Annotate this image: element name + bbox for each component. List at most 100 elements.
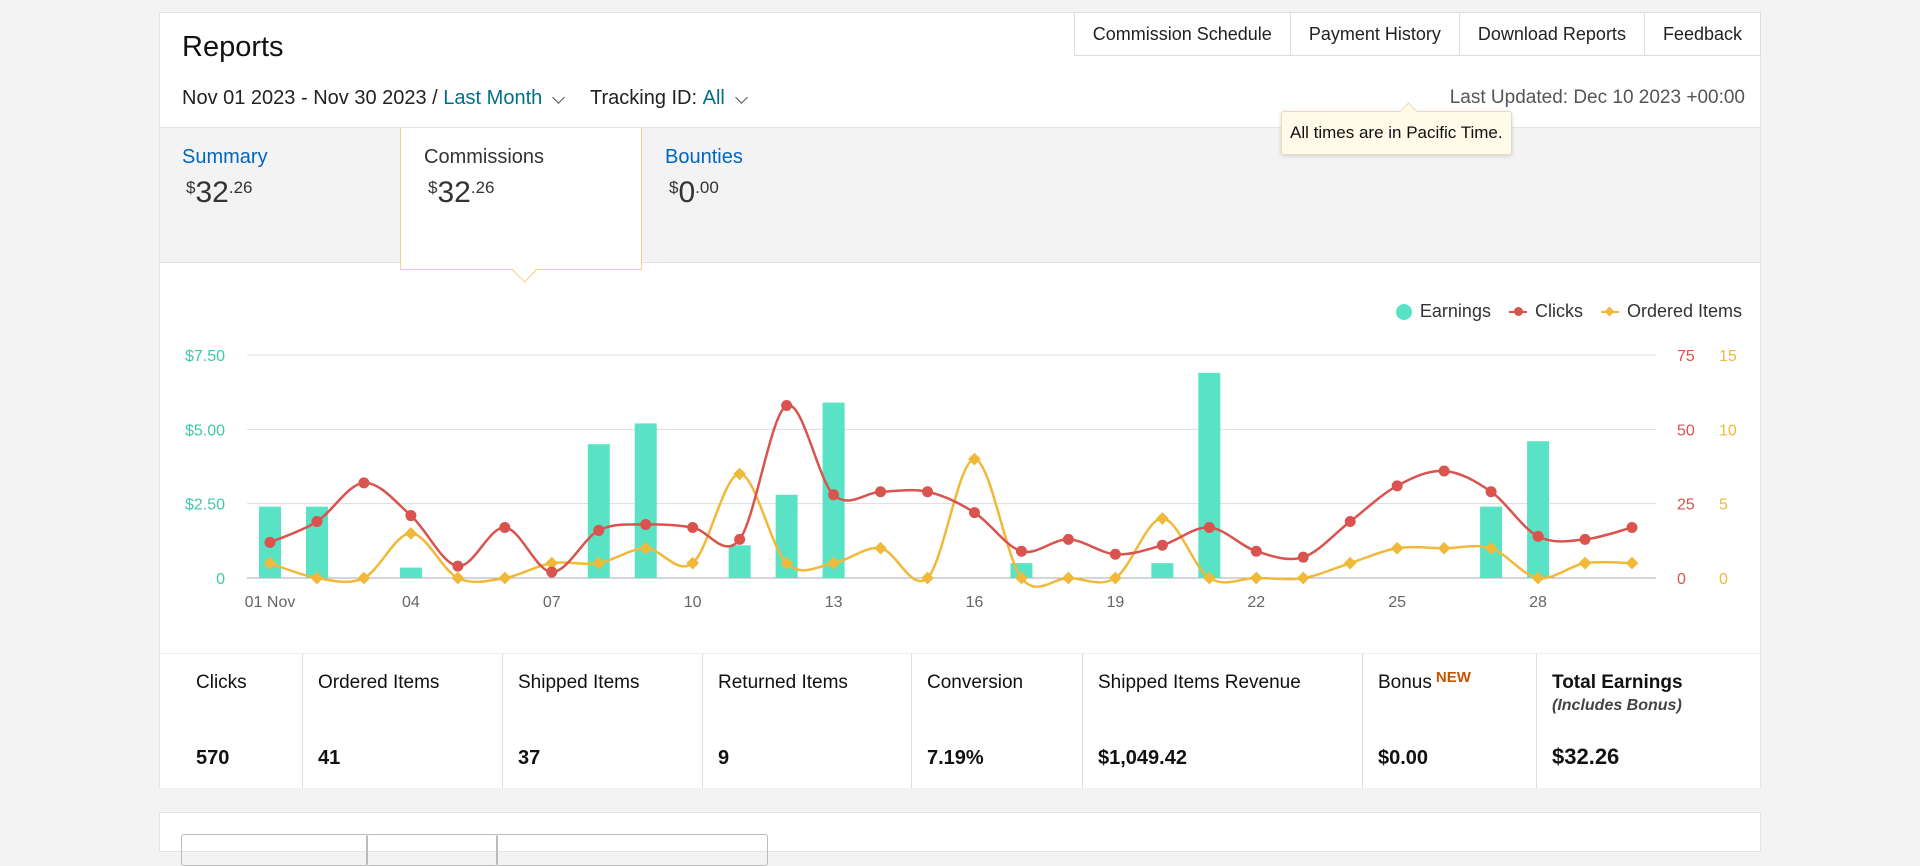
legend-earnings[interactable]: Earnings: [1395, 301, 1491, 322]
legend-clicks[interactable]: Clicks: [1508, 301, 1583, 322]
clicks-point: [1391, 480, 1403, 492]
y-tick-label-left: 0: [216, 571, 225, 588]
ordered-items-point: [1437, 541, 1451, 555]
commission-schedule-button[interactable]: Commission Schedule: [1073, 12, 1291, 56]
page-title: Reports: [182, 31, 284, 63]
clicks-line-icon: [1508, 306, 1527, 316]
clicks-point: [687, 521, 699, 533]
ordered-line-icon: [1600, 306, 1619, 316]
tab-bounties[interactable]: Bounties $0.00: [665, 128, 885, 264]
x-tick-label: 19: [1106, 594, 1124, 611]
x-tick-label: 16: [966, 594, 984, 611]
earnings-bar: [728, 545, 751, 578]
tab-label: Bounties: [665, 146, 743, 168]
clicks-point: [828, 489, 840, 501]
ordered-items-point: [733, 467, 747, 481]
clicks-point: [1344, 516, 1356, 528]
ordered-items-line: [269, 457, 1633, 589]
x-tick-label: 04: [402, 594, 420, 611]
stat-ordered-items: Ordered Items 41: [303, 654, 503, 788]
clicks-point: [922, 486, 934, 498]
clicks-point: [593, 524, 605, 536]
clicks-point: [1579, 533, 1591, 545]
clicks-point: [1626, 521, 1638, 533]
earnings-bar: [634, 423, 657, 578]
ordered-items-point: [404, 527, 418, 540]
last-updated[interactable]: Last Updated: Dec 10 2023 +00:00: [1449, 87, 1745, 108]
y-tick-label-clicks: 0: [1677, 571, 1686, 588]
stat-shipped-items: Shipped Items 37: [503, 654, 703, 788]
x-tick-label: 01 Nov: [245, 594, 296, 611]
stat-shipped-revenue: Shipped Items Revenue $1,049.42: [1083, 654, 1363, 788]
stat-total-earnings: Total Earnings (Includes Bonus) $32.26: [1552, 672, 1683, 769]
y-tick-label-ordered: 10: [1719, 422, 1737, 439]
ordered-items-point: [874, 541, 887, 555]
clicks-point: [1438, 465, 1450, 477]
tracking-id-selector[interactable]: Tracking ID: All: [590, 87, 748, 110]
clicks-point: [1109, 548, 1121, 560]
y-tick-label-left: $2.50: [185, 497, 225, 514]
ordered-items-point: [1625, 556, 1639, 570]
x-tick-label: 10: [684, 594, 702, 611]
x-tick-label: 22: [1247, 594, 1265, 611]
clicks-point: [546, 566, 558, 578]
date-range-text: Nov 01 2023 - Nov 30 2023 /: [182, 87, 438, 109]
new-badge: NEW: [1435, 669, 1471, 686]
clicks-point: [968, 507, 980, 519]
clicks-point: [405, 510, 417, 522]
ordered-items-point: [1062, 571, 1075, 585]
tab-summary[interactable]: Summary $32.26: [182, 128, 402, 264]
tab-commissions[interactable]: Commissions $32.26: [400, 128, 642, 270]
clicks-point: [781, 400, 793, 412]
section-tab[interactable]: [366, 834, 498, 866]
stats-row: Clicks 570 Ordered Items 41 Shipped Items 3…: [160, 653, 1760, 788]
clicks-point: [1062, 533, 1074, 545]
earnings-bar: [587, 444, 610, 578]
legend-ordered-items[interactable]: Ordered Items: [1600, 301, 1742, 322]
period-link[interactable]: Last Month: [443, 87, 543, 109]
clicks-point: [1485, 486, 1497, 498]
clicks-point: [1532, 530, 1544, 542]
earnings-bar: [399, 567, 422, 578]
tracking-label: Tracking ID:: [590, 87, 698, 109]
earnings-chart: 0 $2.50 $5.00 $7.50 0 25 50 75 0 5 10 15 01 Nov 04 07 1…: [185, 348, 1737, 611]
timezone-tooltip: All times are in Pacific Time.: [1281, 111, 1512, 155]
section-tab[interactable]: [181, 834, 368, 866]
earnings-bar: [1198, 372, 1221, 578]
clicks-point: [358, 477, 370, 489]
tracking-value[interactable]: All: [702, 87, 725, 109]
top-nav: Commission Schedule Payment History Down…: [1073, 12, 1761, 56]
clicks-point: [1297, 551, 1309, 563]
payment-history-button[interactable]: Payment History: [1289, 12, 1460, 56]
feedback-button[interactable]: Feedback: [1643, 12, 1761, 56]
ordered-items-point: [498, 571, 512, 585]
clicks-point: [875, 486, 887, 498]
y-tick-label-ordered: 15: [1719, 348, 1737, 365]
x-tick-label: 28: [1529, 594, 1547, 611]
section-tab[interactable]: [496, 834, 768, 866]
y-tick-label-clicks: 75: [1677, 348, 1695, 365]
next-section-card: [159, 812, 1761, 866]
x-tick-label: 07: [543, 594, 561, 611]
clicks-point: [1015, 545, 1027, 557]
stat-returned-items: Returned Items 9: [703, 654, 912, 788]
clicks-point: [1203, 521, 1215, 533]
clicks-point: [640, 518, 652, 530]
chart-legend: Earnings Clicks Ordered Items: [1378, 301, 1742, 322]
stat-conversion: Conversion 7.19%: [912, 654, 1083, 788]
tab-label: Commissions: [424, 146, 545, 168]
x-tick-label: 13: [825, 594, 843, 611]
stat-bonus: Bonus NEW $0.00: [1363, 654, 1537, 788]
y-tick-label-ordered: 5: [1719, 497, 1728, 514]
ordered-items-point: [1155, 512, 1169, 525]
tab-amount: $0.00: [669, 176, 719, 209]
y-tick-label-clicks: 25: [1677, 497, 1695, 514]
date-range-selector[interactable]: Nov 01 2023 - Nov 30 2023 / Last Month: [182, 87, 566, 110]
clicks-point: [452, 560, 464, 572]
clicks-point: [1250, 545, 1262, 557]
tab-amount: $32.26: [428, 176, 495, 209]
clicks-point: [499, 521, 511, 533]
y-tick-label-left: $7.50: [185, 348, 225, 365]
ordered-items-point: [1296, 571, 1310, 585]
tab-label: Summary: [182, 146, 268, 168]
